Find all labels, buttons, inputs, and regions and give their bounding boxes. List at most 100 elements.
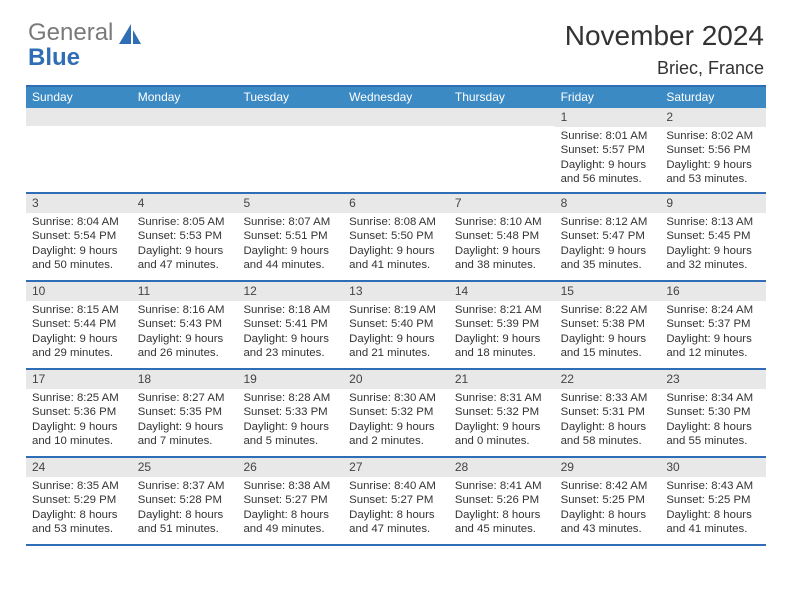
day-cell: 23Sunrise: 8:34 AMSunset: 5:30 PMDayligh… [660,370,766,456]
sunrise-line: Sunrise: 8:24 AM [666,303,762,317]
daylight-line: Daylight: 9 hours and 7 minutes. [138,420,234,449]
sunrise-line: Sunrise: 8:43 AM [666,479,762,493]
day-cell: 20Sunrise: 8:30 AMSunset: 5:32 PMDayligh… [343,370,449,456]
day-number: 30 [660,458,766,477]
sunrise-line: Sunrise: 8:30 AM [349,391,445,405]
sunset-line: Sunset: 5:36 PM [32,405,128,419]
page-title: November 2024 [565,20,764,52]
sunrise-line: Sunrise: 8:01 AM [561,129,657,143]
logo: General Blue [28,20,143,70]
weeks-container: 1Sunrise: 8:01 AMSunset: 5:57 PMDaylight… [26,108,766,546]
daylight-line: Daylight: 9 hours and 18 minutes. [455,332,551,361]
daylight-line: Daylight: 9 hours and 32 minutes. [666,244,762,273]
day-details: Sunrise: 8:33 AMSunset: 5:31 PMDaylight:… [555,389,661,450]
title-block: November 2024 Briec, France [565,20,764,79]
daylight-line: Daylight: 9 hours and 26 minutes. [138,332,234,361]
day-details: Sunrise: 8:22 AMSunset: 5:38 PMDaylight:… [555,301,661,362]
sunset-line: Sunset: 5:26 PM [455,493,551,507]
day-details: Sunrise: 8:31 AMSunset: 5:32 PMDaylight:… [449,389,555,450]
day-details: Sunrise: 8:41 AMSunset: 5:26 PMDaylight:… [449,477,555,538]
day-details: Sunrise: 8:19 AMSunset: 5:40 PMDaylight:… [343,301,449,362]
day-header: Friday [555,87,661,108]
daylight-line: Daylight: 9 hours and 12 minutes. [666,332,762,361]
day-details: Sunrise: 8:28 AMSunset: 5:33 PMDaylight:… [237,389,343,450]
daylight-line: Daylight: 8 hours and 49 minutes. [243,508,339,537]
day-number: 7 [449,194,555,213]
sunrise-line: Sunrise: 8:15 AM [32,303,128,317]
sunset-line: Sunset: 5:29 PM [32,493,128,507]
day-details: Sunrise: 8:27 AMSunset: 5:35 PMDaylight:… [132,389,238,450]
day-cell: 3Sunrise: 8:04 AMSunset: 5:54 PMDaylight… [26,194,132,280]
day-number: 20 [343,370,449,389]
day-number: 24 [26,458,132,477]
day-number [237,108,343,126]
sunset-line: Sunset: 5:37 PM [666,317,762,331]
daylight-line: Daylight: 8 hours and 53 minutes. [32,508,128,537]
day-number: 23 [660,370,766,389]
sunrise-line: Sunrise: 8:05 AM [138,215,234,229]
day-number: 5 [237,194,343,213]
day-number: 26 [237,458,343,477]
daylight-line: Daylight: 9 hours and 35 minutes. [561,244,657,273]
day-cell: 4Sunrise: 8:05 AMSunset: 5:53 PMDaylight… [132,194,238,280]
day-cell: 16Sunrise: 8:24 AMSunset: 5:37 PMDayligh… [660,282,766,368]
day-details: Sunrise: 8:01 AMSunset: 5:57 PMDaylight:… [555,127,661,188]
day-cell: 27Sunrise: 8:40 AMSunset: 5:27 PMDayligh… [343,458,449,544]
location: Briec, France [565,58,764,79]
day-header: Wednesday [343,87,449,108]
sunrise-line: Sunrise: 8:10 AM [455,215,551,229]
day-details: Sunrise: 8:10 AMSunset: 5:48 PMDaylight:… [449,213,555,274]
logo-word1: General [28,19,113,46]
logo-word2: Blue [28,44,80,71]
day-cell: 17Sunrise: 8:25 AMSunset: 5:36 PMDayligh… [26,370,132,456]
day-cell [132,108,238,192]
sunrise-line: Sunrise: 8:22 AM [561,303,657,317]
week-row: 24Sunrise: 8:35 AMSunset: 5:29 PMDayligh… [26,458,766,546]
day-number: 14 [449,282,555,301]
day-details: Sunrise: 8:25 AMSunset: 5:36 PMDaylight:… [26,389,132,450]
sunrise-line: Sunrise: 8:12 AM [561,215,657,229]
sunset-line: Sunset: 5:54 PM [32,229,128,243]
day-cell: 5Sunrise: 8:07 AMSunset: 5:51 PMDaylight… [237,194,343,280]
day-number: 12 [237,282,343,301]
daylight-line: Daylight: 9 hours and 21 minutes. [349,332,445,361]
day-number: 2 [660,108,766,127]
day-details: Sunrise: 8:16 AMSunset: 5:43 PMDaylight:… [132,301,238,362]
sunset-line: Sunset: 5:32 PM [455,405,551,419]
day-cell: 18Sunrise: 8:27 AMSunset: 5:35 PMDayligh… [132,370,238,456]
day-number: 4 [132,194,238,213]
week-row: 1Sunrise: 8:01 AMSunset: 5:57 PMDaylight… [26,108,766,194]
sunset-line: Sunset: 5:33 PM [243,405,339,419]
daylight-line: Daylight: 9 hours and 41 minutes. [349,244,445,273]
day-number: 1 [555,108,661,127]
sunrise-line: Sunrise: 8:27 AM [138,391,234,405]
day-details: Sunrise: 8:08 AMSunset: 5:50 PMDaylight:… [343,213,449,274]
sunrise-line: Sunrise: 8:18 AM [243,303,339,317]
day-header-row: SundayMondayTuesdayWednesdayThursdayFrid… [26,87,766,108]
day-details: Sunrise: 8:38 AMSunset: 5:27 PMDaylight:… [237,477,343,538]
day-cell [237,108,343,192]
day-details: Sunrise: 8:02 AMSunset: 5:56 PMDaylight:… [660,127,766,188]
day-details: Sunrise: 8:05 AMSunset: 5:53 PMDaylight:… [132,213,238,274]
sunset-line: Sunset: 5:48 PM [455,229,551,243]
daylight-line: Daylight: 9 hours and 10 minutes. [32,420,128,449]
daylight-line: Daylight: 8 hours and 51 minutes. [138,508,234,537]
calendar: SundayMondayTuesdayWednesdayThursdayFrid… [26,85,766,546]
sunrise-line: Sunrise: 8:21 AM [455,303,551,317]
sunrise-line: Sunrise: 8:35 AM [32,479,128,493]
sunrise-line: Sunrise: 8:13 AM [666,215,762,229]
sunrise-line: Sunrise: 8:33 AM [561,391,657,405]
sunset-line: Sunset: 5:50 PM [349,229,445,243]
day-number: 18 [132,370,238,389]
day-number: 17 [26,370,132,389]
week-row: 10Sunrise: 8:15 AMSunset: 5:44 PMDayligh… [26,282,766,370]
day-cell: 19Sunrise: 8:28 AMSunset: 5:33 PMDayligh… [237,370,343,456]
day-details: Sunrise: 8:37 AMSunset: 5:28 PMDaylight:… [132,477,238,538]
day-details: Sunrise: 8:40 AMSunset: 5:27 PMDaylight:… [343,477,449,538]
sunset-line: Sunset: 5:41 PM [243,317,339,331]
day-details: Sunrise: 8:12 AMSunset: 5:47 PMDaylight:… [555,213,661,274]
day-cell: 9Sunrise: 8:13 AMSunset: 5:45 PMDaylight… [660,194,766,280]
day-number: 9 [660,194,766,213]
sunset-line: Sunset: 5:44 PM [32,317,128,331]
daylight-line: Daylight: 9 hours and 0 minutes. [455,420,551,449]
